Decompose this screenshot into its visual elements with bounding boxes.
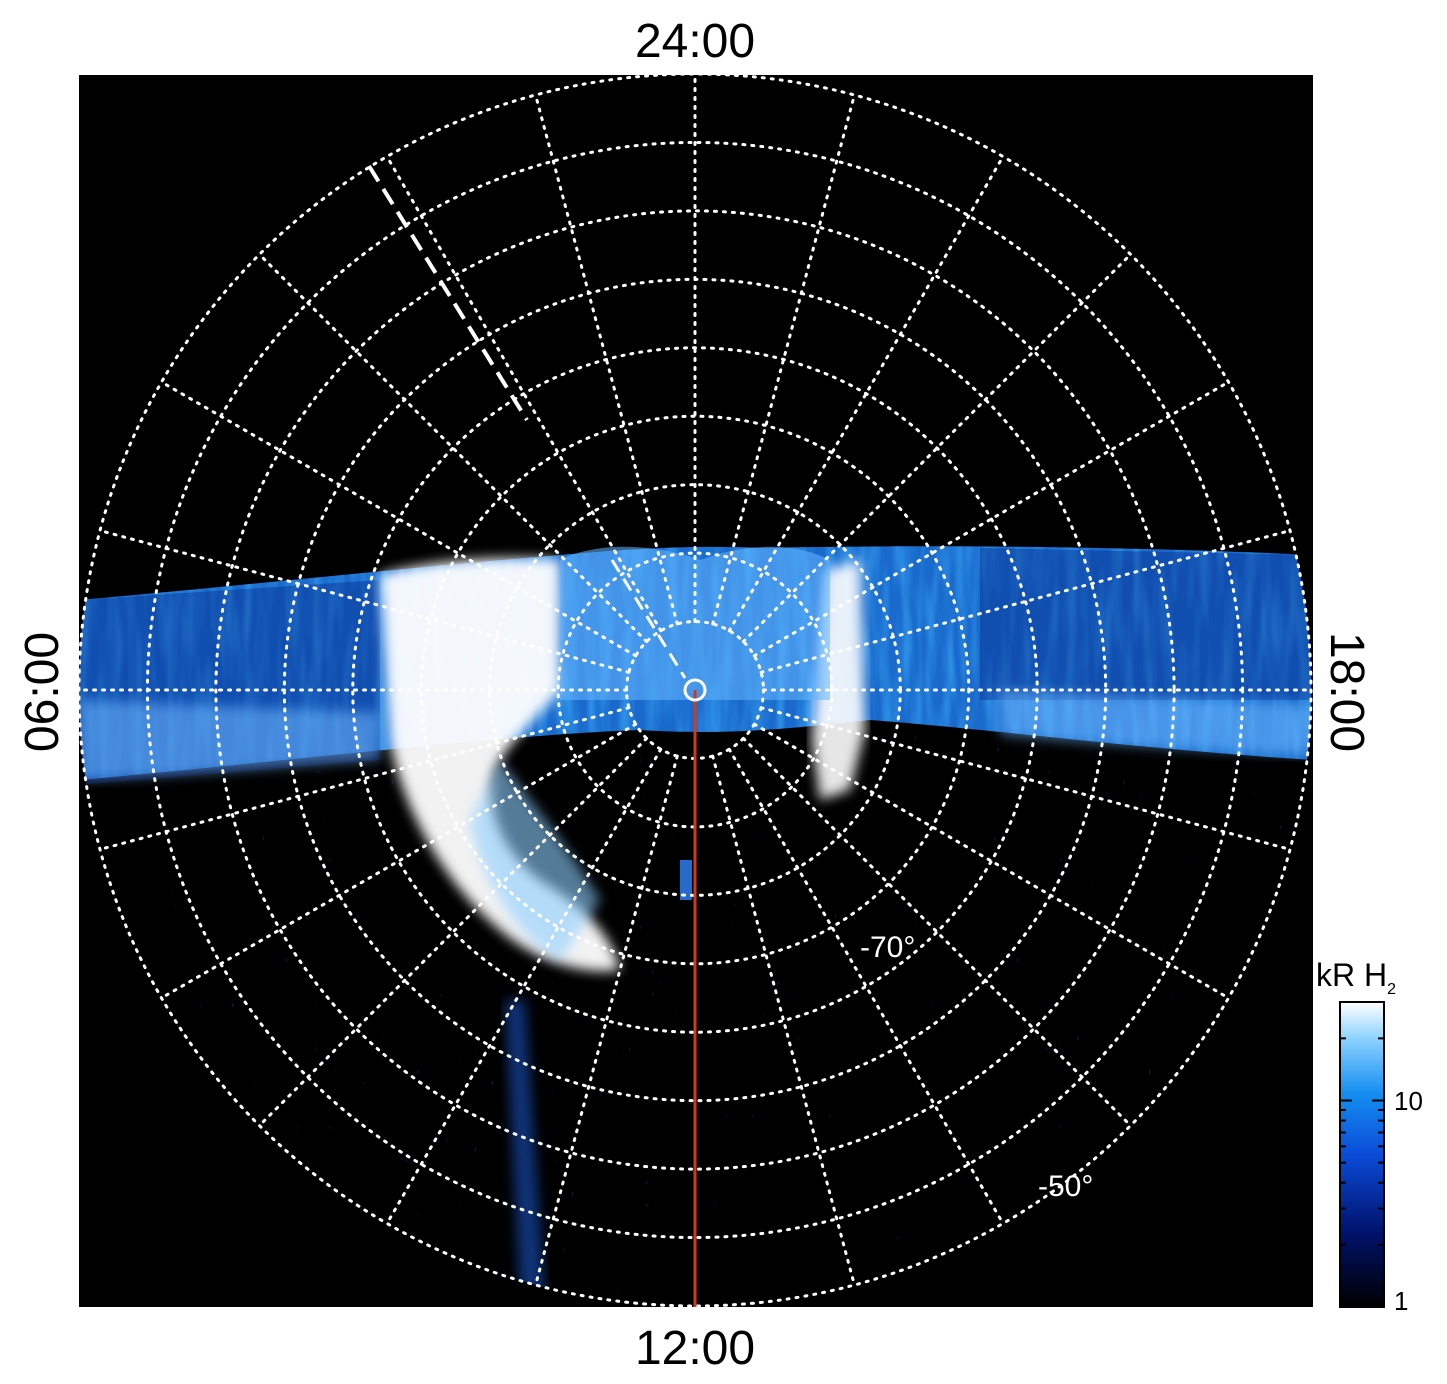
dashed-meridian-inner [610, 559, 687, 679]
lt-meridian [727, 155, 1005, 633]
lt-label-right: 18:00 [1320, 632, 1373, 752]
lt-meridian [711, 754, 856, 1287]
lt-meridian [741, 736, 1133, 1128]
lt-meridian [727, 747, 1005, 1225]
lt-label-left: 06:00 [16, 632, 69, 752]
colorbar-tick-label-10: 10 [1394, 1086, 1423, 1116]
dashed-meridian-line [367, 164, 529, 422]
colorbar-tick-label-1: 1 [1394, 1286, 1408, 1316]
lt-meridian [385, 155, 663, 633]
lt-meridian [741, 252, 1133, 644]
lt-meridian [160, 722, 638, 1000]
lt-meridian [711, 93, 856, 626]
band-dark-edge-right [980, 548, 1311, 700]
lt-meridian [752, 722, 1230, 1000]
arc-tail-dawn [470, 760, 600, 960]
latitude-circle [351, 346, 1039, 1034]
colorbar-ticks [1340, 1001, 1384, 1308]
latitude-circle [79, 75, 1313, 1307]
band-core-left [79, 700, 380, 780]
lt-meridian [160, 380, 638, 658]
lt-label-top: 24:00 [635, 15, 755, 68]
polar-cap-emission [560, 546, 830, 700]
lt-meridian [534, 93, 679, 626]
colorbar: kR H2 10 1 [1316, 957, 1423, 1316]
lat-label-70: -70° [860, 931, 915, 964]
colorbar-gradient [1339, 1001, 1385, 1308]
lt-meridian [759, 529, 1292, 674]
latitude-circle [419, 414, 971, 966]
band-core-right [1000, 690, 1311, 755]
dot-emission [680, 860, 692, 900]
lat-label-50: -50° [1038, 1170, 1093, 1203]
lt-meridian [759, 706, 1292, 851]
lt-label-bottom: 12:00 [635, 1322, 755, 1375]
lt-meridian [257, 736, 649, 1128]
lt-meridian [752, 380, 1230, 658]
noon-streak [505, 1000, 545, 1300]
colorbar-title-subscript: 2 [1387, 981, 1396, 998]
lt-meridian [257, 252, 649, 644]
latitude-circle [214, 209, 1176, 1171]
lt-meridian [534, 754, 679, 1287]
lt-meridian [98, 529, 631, 674]
pole-marker [683, 678, 707, 702]
lt-meridian [98, 706, 631, 851]
lt-meridian [385, 747, 663, 1225]
colorbar-title: kR H2 [1316, 957, 1396, 998]
